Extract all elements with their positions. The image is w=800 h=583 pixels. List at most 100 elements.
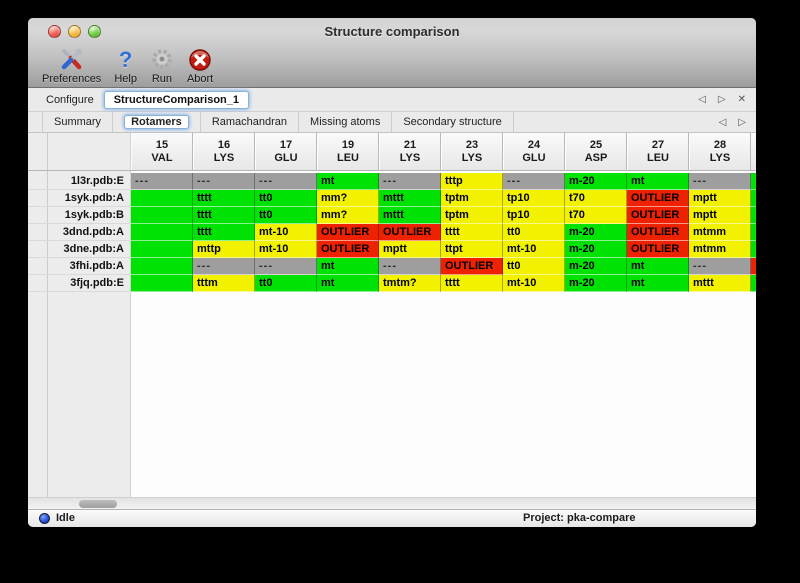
abort-button[interactable]: Abort bbox=[187, 48, 213, 85]
rotamer-cell[interactable]: --- bbox=[255, 258, 317, 275]
rotamer-cell[interactable]: mt-10 bbox=[503, 275, 565, 292]
rotamer-cell[interactable]: mttt bbox=[379, 190, 441, 207]
run-button[interactable]: Run bbox=[150, 48, 174, 85]
rotamer-cell[interactable]: --- bbox=[689, 258, 751, 275]
rotamer-cell[interactable]: mt-10 bbox=[255, 224, 317, 241]
rotamer-cell[interactable]: mt bbox=[317, 275, 379, 292]
column-header-25[interactable]: 25 ASP bbox=[565, 133, 627, 170]
rotamer-cell[interactable]: m-20 bbox=[565, 173, 627, 190]
tabs-next-icon[interactable]: ▷ bbox=[738, 116, 746, 128]
rotamer-cell[interactable]: m-20 bbox=[565, 258, 627, 275]
row-label[interactable]: 3fhi.pdb:A bbox=[28, 258, 131, 275]
tab-missing-atoms[interactable]: Missing atoms bbox=[299, 112, 393, 132]
row-label[interactable]: 1syk.pdb:B bbox=[28, 207, 131, 224]
column-header-23[interactable]: 23 LYS bbox=[441, 133, 503, 170]
minimize-window-button[interactable] bbox=[68, 25, 81, 38]
config-prev-icon[interactable]: ◁ bbox=[698, 94, 706, 105]
rotamer-cell[interactable] bbox=[131, 241, 193, 258]
tab-summary[interactable]: Summary bbox=[42, 112, 114, 132]
row-label[interactable]: 1syk.pdb:A bbox=[28, 190, 131, 207]
rotamer-cell[interactable]: t70 bbox=[565, 190, 627, 207]
row-label[interactable]: 1l3r.pdb:E bbox=[28, 173, 131, 190]
rotamer-cell[interactable]: mptt bbox=[379, 241, 441, 258]
horizontal-scrollbar[interactable] bbox=[28, 497, 756, 509]
configuration-tab[interactable]: StructureComparison_1 bbox=[103, 90, 250, 109]
rotamer-cell[interactable]: mt bbox=[627, 275, 689, 292]
config-close-icon[interactable]: ✕ bbox=[737, 94, 746, 105]
rotamer-cell[interactable]: mptt bbox=[689, 190, 751, 207]
rotamer-cell[interactable]: mttp bbox=[193, 241, 255, 258]
rotamer-cell[interactable]: --- bbox=[193, 173, 255, 190]
column-header-17[interactable]: 17 GLU bbox=[255, 133, 317, 170]
rotamer-cell[interactable]: mptt bbox=[689, 207, 751, 224]
tab-secondary-structure[interactable]: Secondary structure bbox=[392, 112, 514, 132]
rotamer-cell[interactable]: tt0 bbox=[255, 275, 317, 292]
rotamer-cell[interactable]: --- bbox=[689, 173, 751, 190]
rotamer-cell[interactable]: mttt bbox=[379, 207, 441, 224]
rotamer-cell[interactable]: mt-10 bbox=[503, 241, 565, 258]
rotamer-cell[interactable]: m-20 bbox=[565, 241, 627, 258]
rotamer-cell[interactable]: tt0 bbox=[255, 207, 317, 224]
column-header-28[interactable]: 28 LYS bbox=[689, 133, 751, 170]
rotamer-cell[interactable]: tp10 bbox=[503, 190, 565, 207]
rotamer-cell[interactable]: tttt bbox=[193, 224, 255, 241]
title-bar[interactable]: Structure comparison bbox=[28, 18, 756, 45]
help-button[interactable]: ? Help bbox=[114, 48, 137, 86]
rotamer-cell[interactable]: mt-10 bbox=[255, 241, 317, 258]
scrollbar-thumb[interactable] bbox=[79, 500, 117, 508]
rotamer-cell[interactable]: m-20 bbox=[565, 224, 627, 241]
rotamer-cell[interactable]: t70 bbox=[565, 207, 627, 224]
rotamer-cell[interactable]: mt bbox=[627, 173, 689, 190]
rotamer-cell[interactable]: --- bbox=[255, 173, 317, 190]
row-label[interactable]: 3dne.pdb:A bbox=[28, 241, 131, 258]
rotamer-cell[interactable]: tttt bbox=[193, 207, 255, 224]
preferences-button[interactable]: Preferences bbox=[42, 48, 101, 85]
rotamer-cell[interactable]: OUTLIER bbox=[441, 258, 503, 275]
tab-ramachandran[interactable]: Ramachandran bbox=[201, 112, 300, 132]
rotamer-cell[interactable]: OUTLIER bbox=[379, 224, 441, 241]
rotamer-cell[interactable]: mt bbox=[317, 173, 379, 190]
rotamer-cell[interactable] bbox=[131, 190, 193, 207]
rotamer-cell[interactable]: tptm bbox=[441, 207, 503, 224]
rotamer-cell[interactable]: mt bbox=[627, 258, 689, 275]
column-header-16[interactable]: 16 LYS bbox=[193, 133, 255, 170]
row-label[interactable]: 3fjq.pdb:E bbox=[28, 275, 131, 292]
rotamer-cell[interactable]: tt0 bbox=[255, 190, 317, 207]
column-header-19[interactable]: 19 LEU bbox=[317, 133, 379, 170]
column-header-15[interactable]: 15 VAL bbox=[131, 133, 193, 170]
rotamer-cell[interactable]: tt0 bbox=[503, 224, 565, 241]
rotamer-cell[interactable] bbox=[131, 224, 193, 241]
rotamer-cell[interactable]: OUTLIER bbox=[317, 224, 379, 241]
rotamer-cell[interactable]: mtmm bbox=[689, 224, 751, 241]
rotamer-cell[interactable]: OUTLIER bbox=[627, 207, 689, 224]
rotamer-cell[interactable]: mm? bbox=[317, 190, 379, 207]
rotamer-cell[interactable]: ttpt bbox=[441, 241, 503, 258]
rotamer-cell[interactable]: --- bbox=[379, 173, 441, 190]
column-header-24[interactable]: 24 GLU bbox=[503, 133, 565, 170]
rotamer-cell[interactable]: OUTLIER bbox=[627, 190, 689, 207]
rotamer-cell[interactable]: tttt bbox=[441, 224, 503, 241]
tab-rotamers[interactable]: Rotamers bbox=[113, 112, 201, 132]
rotamer-cell[interactable]: m-20 bbox=[565, 275, 627, 292]
rotamer-cell[interactable]: tttt bbox=[193, 190, 255, 207]
rotamer-cell[interactable]: OUTLIER bbox=[317, 241, 379, 258]
rotamer-cell[interactable]: mtmm bbox=[689, 241, 751, 258]
row-label[interactable]: 3dnd.pdb:A bbox=[28, 224, 131, 241]
rotamer-cell[interactable]: --- bbox=[131, 173, 193, 190]
config-next-icon[interactable]: ▷ bbox=[717, 94, 726, 105]
rotamer-cell[interactable]: tttt bbox=[441, 275, 503, 292]
rotamer-cell[interactable]: tmtm? bbox=[379, 275, 441, 292]
rotamer-cell[interactable]: --- bbox=[503, 173, 565, 190]
close-window-button[interactable] bbox=[48, 25, 61, 38]
tabs-prev-icon[interactable]: ◁ bbox=[718, 116, 727, 128]
rotamer-cell[interactable]: tttp bbox=[441, 173, 503, 190]
rotamer-cell[interactable]: mttt bbox=[689, 275, 751, 292]
rotamer-cell[interactable] bbox=[131, 258, 193, 275]
zoom-window-button[interactable] bbox=[88, 25, 101, 38]
rotamer-cell[interactable]: --- bbox=[193, 258, 255, 275]
rotamer-cell[interactable]: mm? bbox=[317, 207, 379, 224]
rotamer-cell[interactable]: tttm bbox=[193, 275, 255, 292]
column-header-27[interactable]: 27 LEU bbox=[627, 133, 689, 170]
rotamer-cell[interactable]: tt0 bbox=[503, 258, 565, 275]
rotamer-cell[interactable] bbox=[131, 275, 193, 292]
